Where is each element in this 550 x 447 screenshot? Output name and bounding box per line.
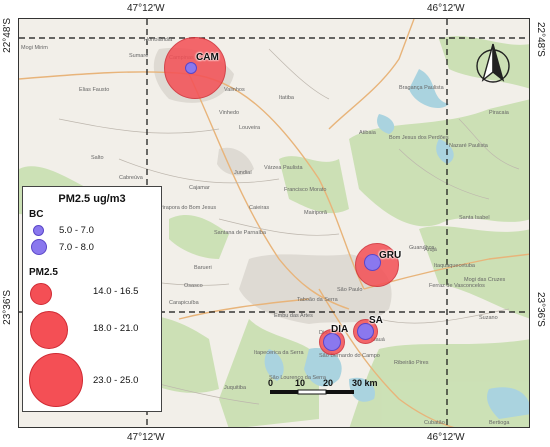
legend-pm25-item-3: 23.0 - 25.0 xyxy=(93,375,139,386)
place-name-label: Guarulhos xyxy=(409,245,435,251)
major-roads xyxy=(19,19,529,427)
place-name-label: Caieiras xyxy=(249,205,269,211)
scale-tick-30km: 30 km xyxy=(352,378,378,388)
legend-bc-item-2: 7.0 - 8.0 xyxy=(59,242,94,253)
place-name-label: Ribeirão Pires xyxy=(394,360,429,366)
gru-bc-circle xyxy=(364,254,381,271)
place-name-label: Piracaia xyxy=(489,110,510,116)
place-name-label: Hortolândia xyxy=(144,37,173,43)
site-label-dia: DIA xyxy=(331,324,349,335)
site-label-sa: SA xyxy=(369,315,383,326)
place-name-label: Cubatão xyxy=(424,420,445,426)
place-name-label: Bertioga xyxy=(489,420,510,426)
place-name-label: Santana de Parnaíba xyxy=(214,230,267,236)
place-name-labels: HortolândiaCampinasSumaréValinhosVinhedo… xyxy=(21,37,510,426)
dia-bc-circle xyxy=(323,333,341,351)
place-name-label: Taboão da Serra xyxy=(297,297,339,303)
place-name-label: Mogi das Cruzes xyxy=(464,277,506,283)
site-label-gru: GRU xyxy=(379,250,402,261)
place-name-label: Salto xyxy=(91,155,104,161)
legend-bc-item-1: 5.0 - 7.0 xyxy=(59,225,94,236)
sa-bc-circle xyxy=(357,323,374,340)
scale-tick-0: 0 xyxy=(268,378,274,388)
lat-label-left-top: 22°48'S xyxy=(2,18,13,53)
place-name-label: Santa Isabel xyxy=(459,215,490,221)
legend-pm25-heading: PM2.5 xyxy=(29,267,58,278)
place-name-label: Mauá xyxy=(371,337,386,343)
scale-bar: 0 10 20 30 km xyxy=(268,378,382,396)
place-name-label: Valinhos xyxy=(224,87,245,93)
place-name-label: Itaquaquecetuba xyxy=(434,263,476,269)
place-name-label: Jundiaí xyxy=(234,170,252,176)
place-name-label: Pirapora do Bom Jesus xyxy=(159,205,216,211)
place-name-label: Mairiporã xyxy=(304,210,328,216)
place-name-label: Nazaré Paulista xyxy=(449,143,489,149)
place-name-label: Cajamar xyxy=(189,185,210,191)
place-name-label: Ferraz de Vasconcelos xyxy=(429,283,485,289)
legend-pm25-item-1: 14.0 - 16.5 xyxy=(93,286,139,297)
legend-pm25-large-symbol xyxy=(29,353,83,407)
place-name-label: Embu das Artes xyxy=(274,313,313,319)
place-name-label: Elias Fausto xyxy=(79,87,109,93)
place-name-label: São Lourenço da Serra xyxy=(269,375,327,381)
legend-pm25-item-2: 18.0 - 21.0 xyxy=(93,323,139,334)
place-name-label: Francisco Morato xyxy=(284,187,327,193)
lon-label-bottom-right: 46°12'W xyxy=(427,432,465,443)
place-name-label: Osasco xyxy=(184,283,203,289)
place-name-label: Sumaré xyxy=(129,53,148,59)
legend-title: PM2.5 ug/m3 xyxy=(58,193,126,205)
legend-pm25-medium-symbol xyxy=(30,311,68,349)
vegetation-areas xyxy=(19,36,529,427)
cam-bc-circle xyxy=(185,62,197,74)
legend-pm25-small-symbol xyxy=(30,283,52,305)
lon-label-bottom-left: 47°12'W xyxy=(127,432,165,443)
place-name-label: Louveira xyxy=(239,125,261,131)
place-name-label: Mogi Mirim xyxy=(21,45,48,51)
place-name-label: Bragança Paulista xyxy=(399,85,445,91)
lat-label-right-top: 22°48'S xyxy=(535,22,546,57)
place-name-label: Juquitiba xyxy=(224,385,247,391)
place-name-label: Arujá xyxy=(424,247,438,253)
water-bodies xyxy=(264,69,529,419)
place-name-label: Cabreúva xyxy=(119,175,144,181)
place-name-label: Carapicuíba xyxy=(169,300,200,306)
lon-label-top-left: 47°12'W xyxy=(127,3,165,14)
legend-bc-large-symbol xyxy=(31,239,47,255)
place-name-label: Atibaia xyxy=(359,130,377,136)
site-label-cam: CAM xyxy=(196,52,219,63)
legend-bc-heading: BC xyxy=(29,209,44,220)
place-name-label: Itatiba xyxy=(279,95,295,101)
legend: PM2.5 ug/m3 BC 5.0 - 7.0 7.0 - 8.0 PM2.5… xyxy=(22,186,162,412)
place-name-label: São Paulo xyxy=(337,287,362,293)
scale-tick-20: 20 xyxy=(323,378,334,388)
scale-bar-graphic xyxy=(270,389,354,395)
north-arrow-icon xyxy=(476,43,510,83)
legend-bc-small-symbol xyxy=(33,225,44,236)
place-name-label: Barueri xyxy=(194,265,212,271)
scale-tick-10: 10 xyxy=(295,378,306,388)
place-name-label: Itapecerica da Serra xyxy=(254,350,304,356)
lon-label-top-right: 46°12'W xyxy=(427,3,465,14)
lat-label-right-mid: 23°36'S xyxy=(535,292,546,327)
place-name-label: Bom Jesus dos Perdões xyxy=(389,135,449,141)
lat-label-left-mid: 23°36'S xyxy=(2,290,13,325)
place-name-label: Vinhedo xyxy=(219,110,239,116)
place-name-label: São Bernardo do Campo xyxy=(319,353,380,359)
place-name-label: Várzea Paulista xyxy=(264,165,303,171)
place-name-label: Suzano xyxy=(479,315,498,321)
